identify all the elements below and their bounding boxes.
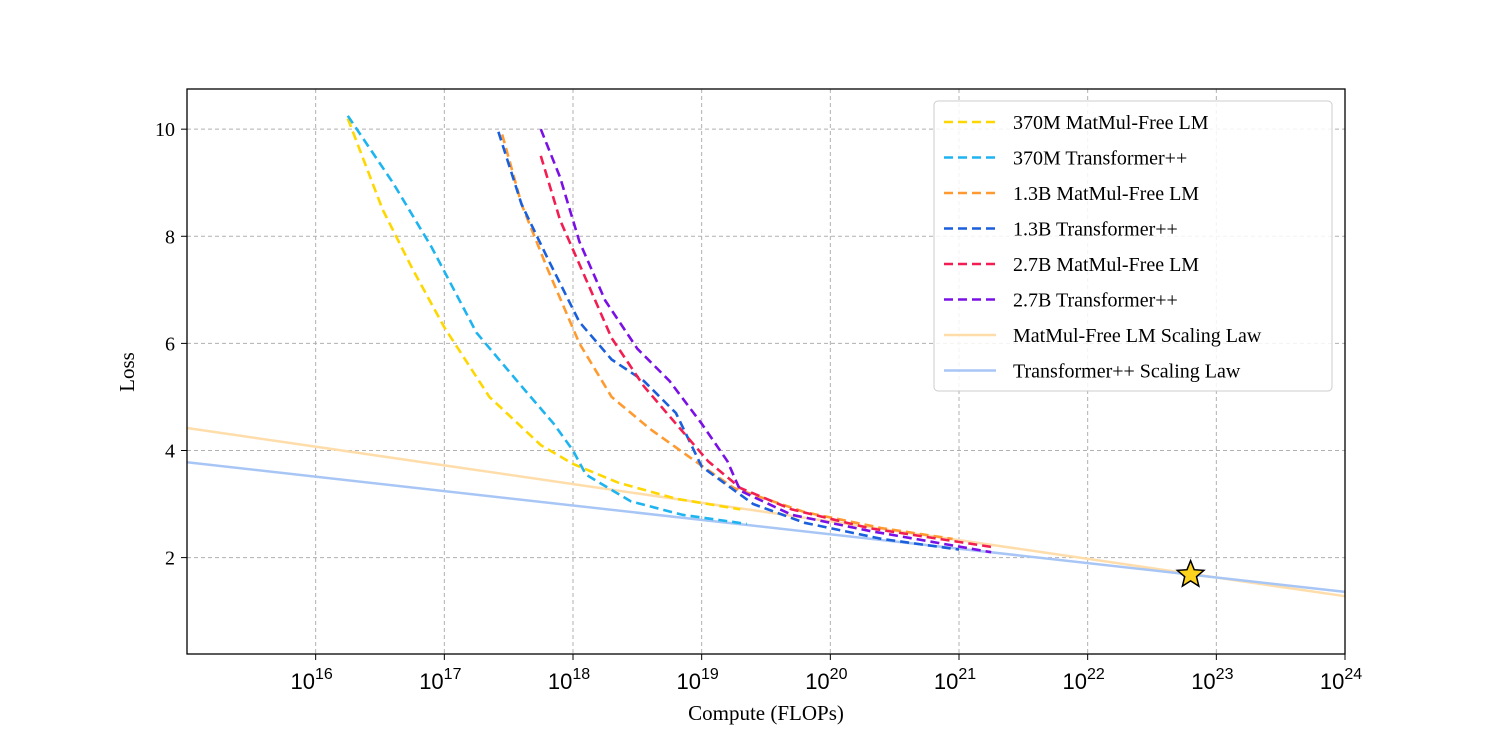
y-axis-label: Loss [115, 352, 139, 392]
y-tick-label: 2 [165, 548, 175, 570]
x-tick-label: 1023 [1191, 666, 1233, 694]
series-line [500, 134, 953, 541]
x-tick-label: 1016 [291, 666, 333, 694]
legend-label: 2.7B Transformer++ [1013, 290, 1178, 312]
y-tick-label: 6 [165, 333, 175, 355]
series-line [539, 155, 992, 549]
series-line [539, 128, 992, 554]
series-line [346, 118, 741, 511]
legend-label: 370M MatMul-Free LM [1013, 112, 1209, 134]
legend: 370M MatMul-Free LM 370M Transformer++ 1.3… [933, 100, 1333, 392]
legend-label: 1.3B Transformer++ [1013, 219, 1178, 241]
x-tick-label: 1020 [805, 666, 847, 694]
plot-lines [186, 115, 1346, 598]
series-line [346, 115, 747, 526]
y-tick-label: 10 [155, 119, 175, 141]
x-tick-label: 1024 [1320, 666, 1362, 694]
x-tick-label: 1021 [934, 666, 976, 694]
marker-layer [1175, 558, 1206, 588]
y-axis-ticks: 2 4 6 8 10 [155, 119, 187, 570]
x-tick-label: 1019 [677, 666, 719, 694]
legend-label: 370M Transformer++ [1013, 148, 1187, 170]
legend-label: 2.7B MatMul-Free LM [1013, 254, 1199, 276]
x-tick-label: 1018 [548, 666, 590, 694]
legend-label: 1.3B MatMul-Free LM [1013, 183, 1199, 205]
legend-label: Transformer++ Scaling Law [1013, 361, 1241, 383]
y-tick-label: 4 [165, 440, 175, 462]
x-axis-label: Compute (FLOPs) [688, 701, 844, 725]
x-tick-label: 1022 [1063, 666, 1105, 694]
x-tick-label: 1017 [419, 666, 461, 694]
y-tick-label: 8 [165, 226, 175, 248]
legend-box [933, 100, 1333, 392]
series-line [186, 426, 1346, 598]
star-marker [1175, 558, 1206, 588]
plot-frame [186, 88, 1346, 655]
x-axis-ticks: 1016 1017 1018 1019 1020 1021 1022 1023 1024 [291, 654, 1362, 694]
legend-label: MatMul-Free LM Scaling Law [1013, 325, 1262, 347]
series-line [186, 461, 1346, 594]
